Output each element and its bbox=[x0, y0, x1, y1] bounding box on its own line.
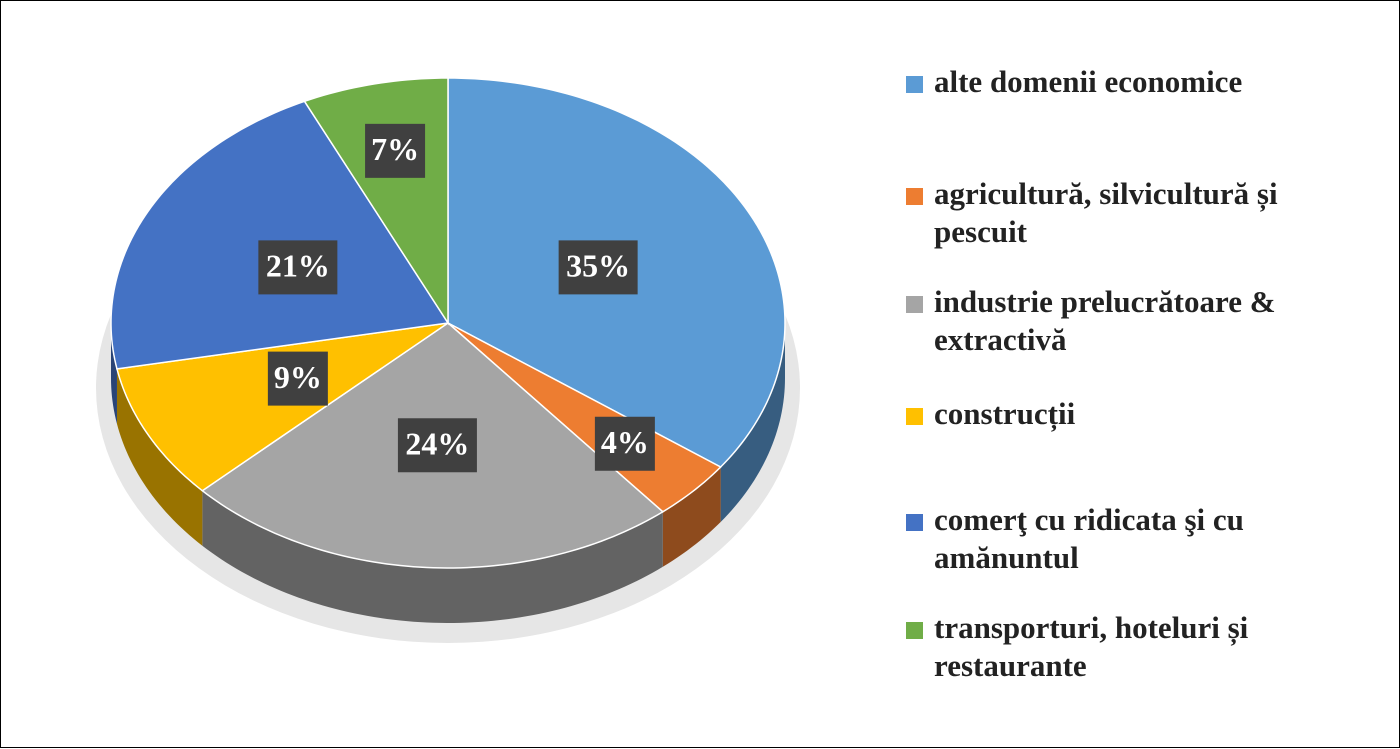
pie-sides bbox=[111, 323, 785, 623]
slice bbox=[110, 100, 450, 370]
legend-swatch bbox=[906, 188, 923, 205]
legend-item: alte domenii economice bbox=[906, 63, 1346, 101]
data-label-box bbox=[258, 240, 338, 295]
data-label: 21% bbox=[266, 248, 330, 284]
legend-label: construcții bbox=[934, 396, 1076, 431]
legend-label: transporturi, hoteluri și restaurante bbox=[934, 610, 1249, 683]
data-label-box bbox=[267, 351, 328, 406]
slice-side bbox=[116, 368, 203, 546]
data-label: 4% bbox=[601, 424, 649, 460]
slice-side bbox=[720, 323, 785, 523]
legend-item: industrie prelucrătoare & extractivă bbox=[906, 283, 1346, 359]
data-label-box bbox=[397, 418, 477, 473]
legend-label: industrie prelucrătoare & extractivă bbox=[934, 284, 1276, 357]
legend-swatch bbox=[906, 408, 923, 425]
data-label: 35% bbox=[566, 248, 630, 284]
data-label: 7% bbox=[371, 131, 419, 167]
legend-label: agricultură, silvicultură și pescuit bbox=[934, 176, 1278, 249]
legend-label: alte domenii economice bbox=[934, 64, 1243, 99]
data-labels: 35% 4% 24% 9% 21% 7% bbox=[258, 123, 655, 473]
slice-side bbox=[662, 467, 721, 567]
legend-swatch bbox=[906, 76, 923, 93]
data-label-box bbox=[558, 240, 638, 295]
data-label: 9% bbox=[274, 359, 322, 395]
legend-item: transporturi, hoteluri și restaurante bbox=[906, 609, 1346, 685]
legend-item: comerţ cu ridicata şi cu amănuntul bbox=[906, 501, 1346, 577]
legend-swatch bbox=[906, 514, 923, 531]
legend-item: agricultură, silvicultură și pescuit bbox=[906, 175, 1346, 251]
legend-item: construcții bbox=[906, 395, 1346, 433]
slice bbox=[116, 322, 449, 492]
data-label: 24% bbox=[405, 426, 469, 462]
legend-label: comerţ cu ridicata şi cu amănuntul bbox=[934, 502, 1244, 575]
slice-side bbox=[202, 490, 663, 623]
data-label-box bbox=[365, 123, 426, 178]
data-label-box bbox=[594, 416, 655, 471]
legend-swatch bbox=[906, 296, 923, 313]
pie-tops bbox=[110, 77, 786, 569]
legend-swatch bbox=[906, 622, 923, 639]
